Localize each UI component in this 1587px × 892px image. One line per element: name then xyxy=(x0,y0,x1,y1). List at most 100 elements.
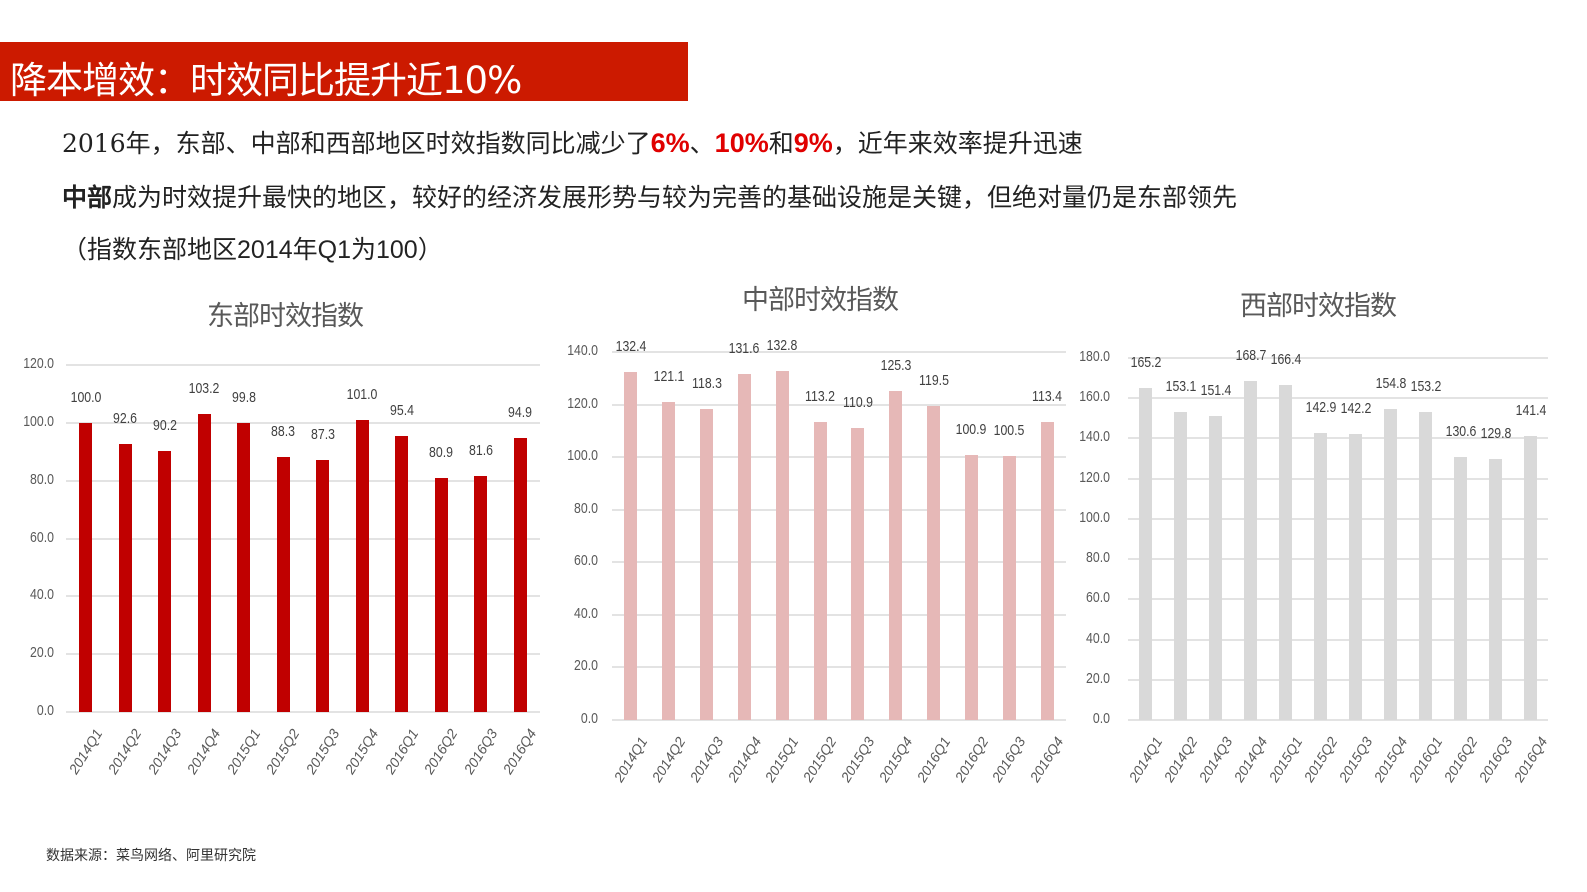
x-axis-tick: 2016Q1 xyxy=(381,726,422,777)
title-banner: 降本增效：时效同比提升近10% xyxy=(0,42,688,102)
gridline xyxy=(612,666,1066,669)
y-axis-tick: 40.0 xyxy=(1086,629,1110,647)
data-label: 132.4 xyxy=(615,337,647,355)
bar-2016q4 xyxy=(1524,435,1537,720)
summary-rest: 成为时效提升最快的地区，较好的经济发展形势与较为完善的基础设施是关键，但绝对量仍… xyxy=(112,183,1238,212)
bar-2014q2 xyxy=(1174,412,1187,720)
gridline xyxy=(1128,397,1548,400)
gridline xyxy=(612,456,1066,459)
x-axis-tick: 2015Q4 xyxy=(875,734,916,785)
bar-2016q4 xyxy=(1040,421,1054,720)
data-label: 90.2 xyxy=(152,417,177,435)
data-label: 100.0 xyxy=(70,388,102,406)
y-axis-tick: 60.0 xyxy=(30,528,54,546)
bar-2016q2 xyxy=(964,454,978,720)
data-label: 168.7 xyxy=(1235,346,1266,364)
x-axis-tick: 2016Q3 xyxy=(460,726,501,777)
x-axis-tick: 2015Q2 xyxy=(1300,734,1341,785)
bar-2016q1 xyxy=(927,405,941,720)
data-label: 141.4 xyxy=(1515,401,1546,419)
data-label: 113.2 xyxy=(805,388,836,406)
bar-2014q2 xyxy=(662,401,676,720)
gridline xyxy=(66,595,540,598)
bar-2016q2 xyxy=(434,478,448,712)
data-label: 119.5 xyxy=(918,371,949,389)
data-label: 121.1 xyxy=(653,367,685,385)
bar-2014q3 xyxy=(1209,415,1222,720)
gridline xyxy=(612,561,1066,564)
data-label: 129.8 xyxy=(1480,424,1511,442)
x-axis-tick: 2016Q1 xyxy=(913,734,954,785)
y-axis-tick: 140.0 xyxy=(567,342,598,359)
gridline xyxy=(66,421,540,424)
data-label: 165.2 xyxy=(1130,353,1161,371)
y-axis-tick: 20.0 xyxy=(30,644,54,662)
y-axis-tick: 160.0 xyxy=(1079,388,1110,406)
sep: 和 xyxy=(768,129,794,158)
bar-2015q1 xyxy=(1279,385,1292,720)
x-axis-tick: 2016Q2 xyxy=(951,734,991,785)
y-axis-tick: 40.0 xyxy=(574,604,598,622)
data-label: 88.3 xyxy=(271,422,296,440)
gridline xyxy=(66,479,540,482)
gridline xyxy=(1128,638,1548,641)
y-axis-tick: 20.0 xyxy=(1086,669,1110,687)
bar-2014q1 xyxy=(79,422,93,712)
gridline xyxy=(66,537,540,540)
bar-2014q3 xyxy=(700,409,714,720)
x-axis-tick: 2015Q4 xyxy=(341,726,382,777)
gridline xyxy=(612,613,1066,616)
data-label: 154.8 xyxy=(1375,374,1406,392)
data-label: 153.1 xyxy=(1165,378,1196,396)
x-axis-tick: 2016Q4 xyxy=(1510,734,1551,785)
bar-2015q3 xyxy=(1349,434,1362,720)
data-label: 95.4 xyxy=(389,402,414,420)
data-label: 131.6 xyxy=(729,340,760,358)
y-axis-tick: 80.0 xyxy=(574,499,598,517)
y-axis-tick: 100.0 xyxy=(23,412,54,430)
y-axis-tick: 0.0 xyxy=(580,710,598,727)
x-axis-tick: 2016Q3 xyxy=(988,734,1029,785)
note-close: ） xyxy=(417,235,443,264)
x-axis-tick: 2014Q4 xyxy=(183,726,224,777)
x-axis-tick: 2016Q3 xyxy=(1475,734,1516,785)
x-axis-tick: 2015Q3 xyxy=(1335,734,1376,785)
bar-2014q3 xyxy=(158,451,172,712)
y-axis-tick: 40.0 xyxy=(30,586,54,604)
data-label: 130.6 xyxy=(1445,423,1476,441)
data-label: 92.6 xyxy=(113,410,138,428)
bar-2016q3 xyxy=(1489,458,1502,720)
bar-2015q4 xyxy=(1384,408,1397,720)
bar-2014q1 xyxy=(1139,387,1152,720)
pct-east: 6% xyxy=(650,128,690,158)
x-axis-tick: 2015Q3 xyxy=(302,726,343,777)
bar-2015q3 xyxy=(316,459,330,712)
note-open: （指数东部地区 xyxy=(62,235,238,264)
chart-title: 东部时效指数 xyxy=(207,301,364,332)
bar-2016q4 xyxy=(513,437,527,712)
data-label: 99.8 xyxy=(231,389,256,407)
note-base: 2014年Q1为100 xyxy=(237,236,418,264)
summary-suffix: ，近年来效率提升迅速 xyxy=(832,129,1083,158)
x-axis-tick: 2016Q2 xyxy=(420,726,461,777)
data-label: 81.6 xyxy=(468,442,493,460)
gridline xyxy=(66,653,540,656)
pct-west: 9% xyxy=(793,128,833,158)
bar-2014q4 xyxy=(197,413,211,712)
bar-2014q2 xyxy=(118,444,132,712)
summary-line-1: 2016年，东部、中部和西部地区时效指数同比减少了6%、10%和9%，近年来效率… xyxy=(62,124,1083,160)
x-axis-tick: 2014Q2 xyxy=(104,726,145,777)
gridline xyxy=(1128,437,1548,440)
chart-title: 西部时效指数 xyxy=(1240,291,1397,322)
data-label: 153.2 xyxy=(1410,377,1441,395)
data-label: 118.3 xyxy=(691,375,722,393)
bar-2014q4 xyxy=(1244,380,1257,720)
x-axis-tick: 2015Q2 xyxy=(262,726,303,777)
gridline xyxy=(612,351,1066,353)
data-label: 142.2 xyxy=(1340,400,1371,418)
data-label: 103.2 xyxy=(188,379,220,397)
bar-2015q4 xyxy=(355,419,369,712)
summary-line-2: 中部成为时效提升最快的地区，较好的经济发展形势与较为完善的基础设施是关键，但绝对… xyxy=(62,178,1237,214)
x-axis-tick: 2014Q3 xyxy=(686,734,727,785)
x-axis-tick: 2015Q4 xyxy=(1370,734,1411,785)
